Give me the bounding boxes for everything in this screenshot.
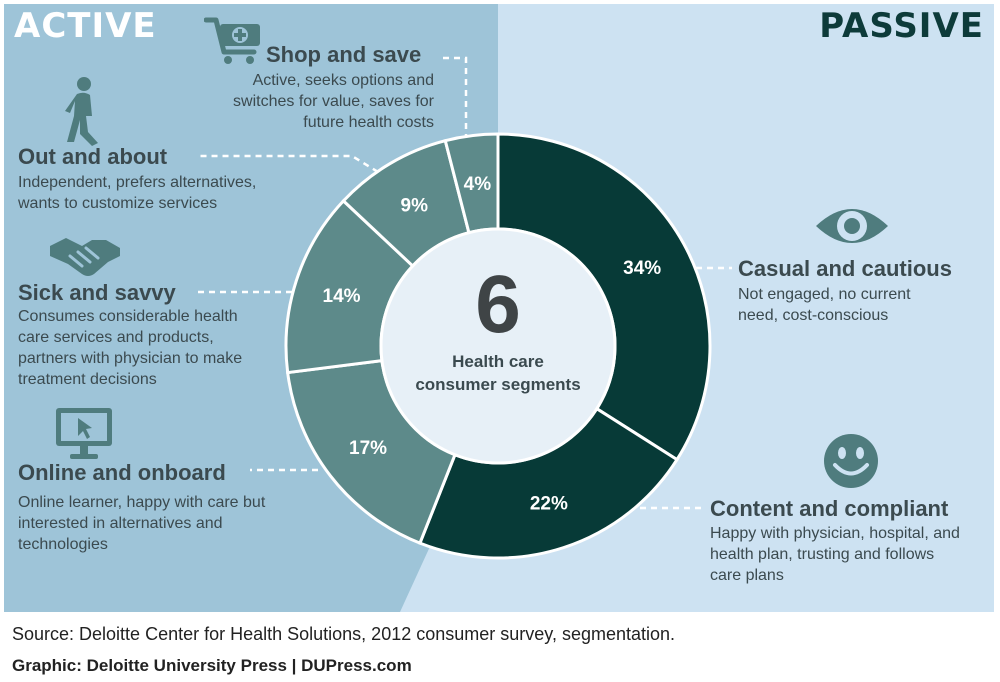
donut-center [379, 227, 617, 465]
segment-description-content-and-compliant: Happy with physician, hospital, and heal… [710, 525, 960, 584]
shopping-cart-icon [204, 17, 260, 64]
segment-label-content-and-compliant: Content and compliant [710, 496, 949, 521]
donut-slices [284, 132, 712, 560]
segment-description-shop-and-save: Active, seeks options and switches for v… [233, 72, 434, 131]
walking-person-icon [65, 77, 98, 146]
active-panel-title: ACTIVE [14, 6, 157, 46]
smiley-icon [824, 434, 878, 488]
leader-line [196, 154, 379, 174]
segment-label-out-and-about: Out and about [18, 144, 168, 169]
leader-lines [196, 56, 732, 510]
center-caption-line1: Health care [452, 352, 544, 371]
center-caption-line2: consumer segments [415, 375, 580, 394]
eye-icon [816, 209, 888, 243]
leader-line [440, 56, 468, 140]
segment-description-out-and-about: Independent, prefers alternatives, wants… [18, 174, 257, 212]
source-note: Source: Deloitte Center for Health Solut… [12, 624, 676, 644]
percent-label: 17% [349, 438, 387, 459]
percent-label: 4% [464, 174, 492, 195]
percent-labels: 34% 22% 17% 14% 9% 4% [323, 174, 662, 515]
segment-label-online-and-onboard: Online and onboard [18, 460, 226, 485]
percent-label: 22% [530, 493, 568, 514]
center-number: 6 [475, 259, 521, 350]
segment-label-shop-and-save: Shop and save [266, 42, 422, 67]
computer-monitor-icon [56, 408, 112, 459]
percent-label: 9% [401, 195, 429, 216]
segment-description-casual-and-cautious: Not engaged, no current need, cost-consc… [738, 286, 911, 324]
segment-label-casual-and-cautious: Casual and cautious [738, 256, 952, 281]
percent-label: 14% [323, 286, 361, 307]
segment-label-sick-and-savvy: Sick and savvy [18, 280, 176, 305]
passive-panel-title: PASSIVE [819, 6, 984, 46]
segment-description-sick-and-savvy: Consumes considerable health care servic… [18, 308, 243, 388]
graphic-credit: Graphic: Deloitte University Press | DUP… [12, 656, 412, 675]
percent-label: 34% [623, 258, 661, 279]
handshake-icon [50, 238, 120, 276]
segment-description-online-and-onboard: Online learner, happy with care but inte… [18, 494, 266, 553]
